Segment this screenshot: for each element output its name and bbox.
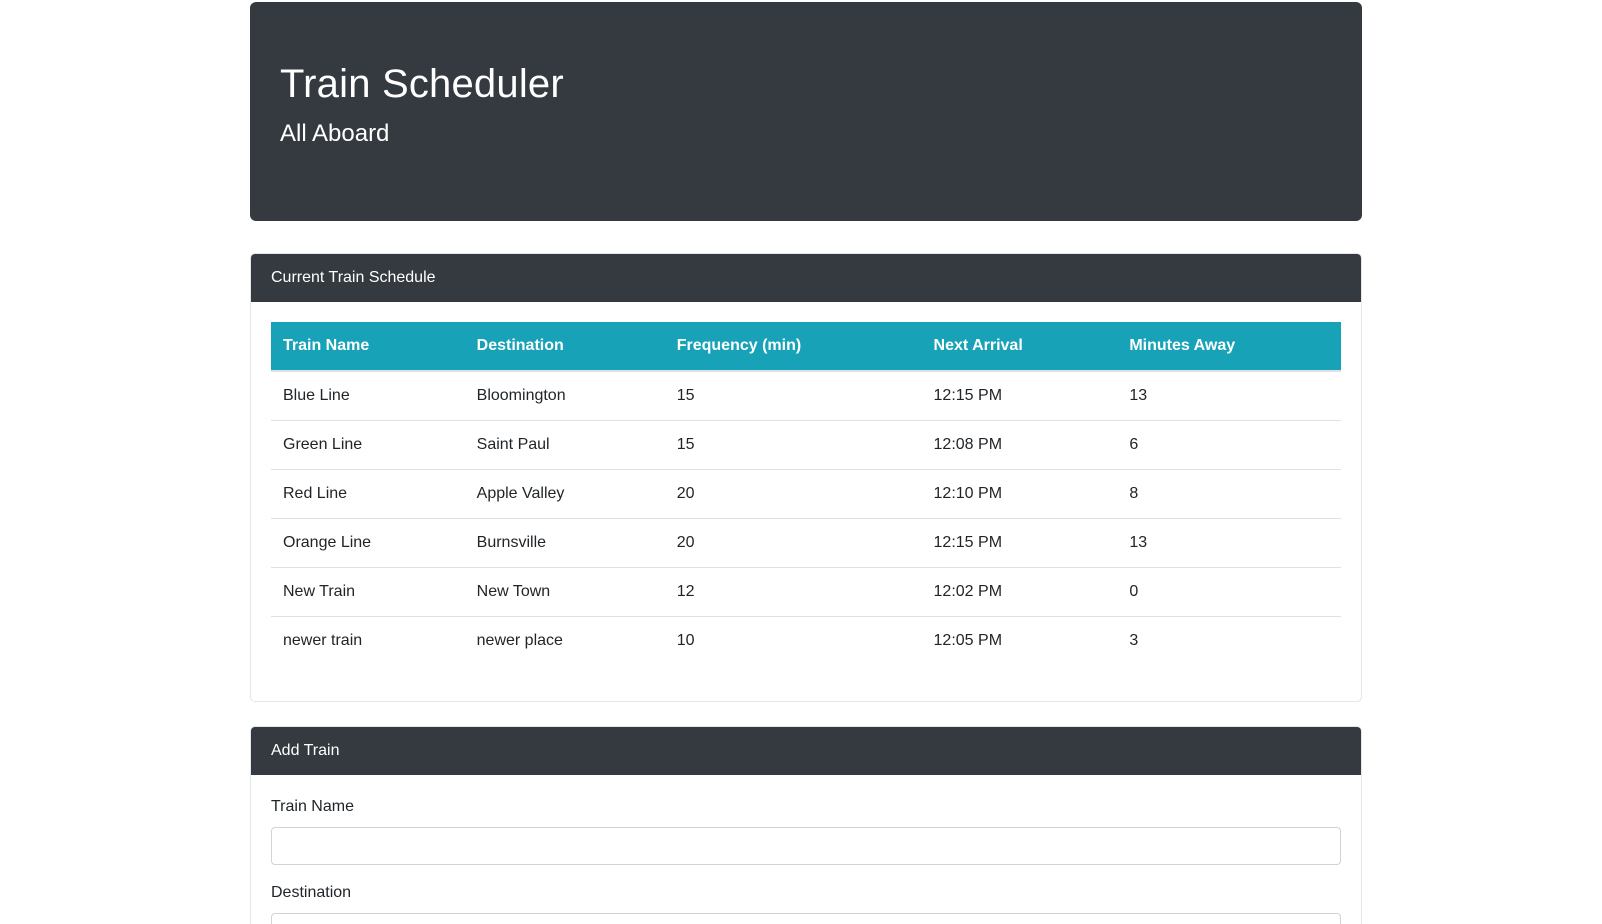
cell-destination: Saint Paul xyxy=(464,420,665,470)
cell-minutes-away: 13 xyxy=(1117,370,1341,421)
cell-train-name: Green Line xyxy=(271,420,465,470)
hero-header: Train Scheduler All Aboard xyxy=(250,2,1362,221)
cell-minutes-away: 6 xyxy=(1117,420,1341,470)
add-train-card-header: Add Train xyxy=(251,727,1361,775)
table-row: Green Line Saint Paul 15 12:08 PM 6 xyxy=(271,420,1341,470)
schedule-card-header: Current Train Schedule xyxy=(251,254,1361,302)
column-header-train-name: Train Name xyxy=(271,322,465,372)
destination-field-group: Destination xyxy=(271,881,1341,924)
cell-next-arrival: 12:05 PM xyxy=(921,616,1118,665)
schedule-card-body: Train Name Destination Frequency (min) N… xyxy=(251,302,1361,701)
table-row: Orange Line Burnsville 20 12:15 PM 13 xyxy=(271,518,1341,568)
table-row: newer train newer place 10 12:05 PM 3 xyxy=(271,616,1341,665)
cell-next-arrival: 12:08 PM xyxy=(921,420,1118,470)
cell-destination: newer place xyxy=(464,616,665,665)
column-header-next-arrival: Next Arrival xyxy=(921,322,1118,372)
page-title: Train Scheduler xyxy=(280,62,564,106)
cell-destination: Bloomington xyxy=(464,370,665,421)
cell-train-name: newer train xyxy=(271,616,465,665)
schedule-card: Current Train Schedule Train Name Destin… xyxy=(250,253,1362,702)
cell-train-name: Red Line xyxy=(271,469,465,519)
cell-frequency: 15 xyxy=(664,370,922,421)
train-name-field-group: Train Name xyxy=(271,795,1341,865)
add-train-form: Train Name Destination xyxy=(271,795,1341,924)
column-header-destination: Destination xyxy=(464,322,665,372)
page-subtitle: All Aboard xyxy=(280,120,390,147)
schedule-table-body: Blue Line Bloomington 15 12:15 PM 13 Gre… xyxy=(271,370,1341,665)
cell-next-arrival: 12:15 PM xyxy=(921,370,1118,421)
add-train-card: Add Train Train Name Destination xyxy=(250,726,1362,924)
cell-frequency: 15 xyxy=(664,420,922,470)
table-row: New Train New Town 12 12:02 PM 0 xyxy=(271,567,1341,617)
cell-train-name: Orange Line xyxy=(271,518,465,568)
cell-minutes-away: 8 xyxy=(1117,469,1341,519)
train-name-label: Train Name xyxy=(271,798,354,815)
column-header-minutes-away: Minutes Away xyxy=(1117,322,1341,372)
cell-destination: New Town xyxy=(464,567,665,617)
cell-next-arrival: 12:15 PM xyxy=(921,518,1118,568)
cell-destination: Apple Valley xyxy=(464,469,665,519)
schedule-table: Train Name Destination Frequency (min) N… xyxy=(271,322,1341,665)
table-row: Red Line Apple Valley 20 12:10 PM 8 xyxy=(271,469,1341,519)
cell-frequency: 20 xyxy=(664,518,922,568)
destination-input[interactable] xyxy=(271,913,1341,924)
cell-frequency: 20 xyxy=(664,469,922,519)
schedule-table-head: Train Name Destination Frequency (min) N… xyxy=(271,322,1341,372)
cell-next-arrival: 12:02 PM xyxy=(921,567,1118,617)
cell-minutes-away: 0 xyxy=(1117,567,1341,617)
add-train-card-body: Train Name Destination xyxy=(251,775,1361,924)
column-header-frequency: Frequency (min) xyxy=(664,322,922,372)
train-name-input[interactable] xyxy=(271,827,1341,865)
cell-frequency: 10 xyxy=(664,616,922,665)
destination-label: Destination xyxy=(271,884,352,901)
cell-next-arrival: 12:10 PM xyxy=(921,469,1118,519)
cell-minutes-away: 13 xyxy=(1117,518,1341,568)
cell-minutes-away: 3 xyxy=(1117,616,1341,665)
cell-train-name: Blue Line xyxy=(271,370,465,421)
cell-frequency: 12 xyxy=(664,567,922,617)
page-container: Train Scheduler All Aboard Current Train… xyxy=(250,0,1362,924)
cell-train-name: New Train xyxy=(271,567,465,617)
cell-destination: Burnsville xyxy=(464,518,665,568)
table-row: Blue Line Bloomington 15 12:15 PM 13 xyxy=(271,370,1341,421)
